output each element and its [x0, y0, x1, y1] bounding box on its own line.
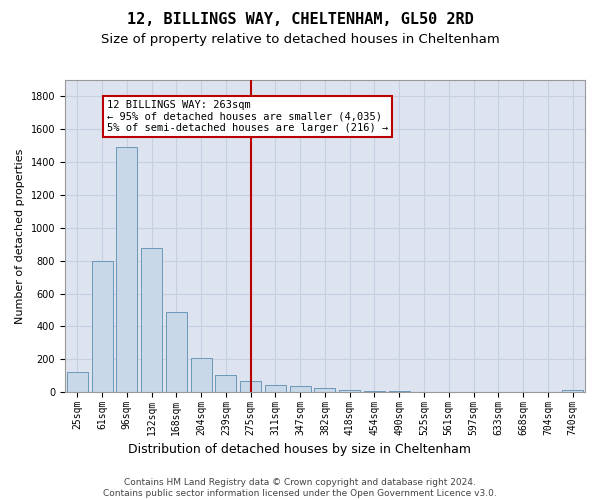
Bar — [562, 390, 583, 392]
Bar — [191, 358, 212, 392]
Bar — [240, 380, 261, 392]
Bar — [116, 148, 137, 392]
Y-axis label: Number of detached properties: Number of detached properties — [15, 148, 25, 324]
Text: Size of property relative to detached houses in Cheltenham: Size of property relative to detached ho… — [101, 32, 499, 46]
Bar — [215, 375, 236, 392]
Bar — [166, 312, 187, 392]
Text: Contains HM Land Registry data © Crown copyright and database right 2024.
Contai: Contains HM Land Registry data © Crown c… — [103, 478, 497, 498]
Bar — [67, 372, 88, 392]
Bar — [314, 388, 335, 392]
Text: Distribution of detached houses by size in Cheltenham: Distribution of detached houses by size … — [128, 442, 472, 456]
Bar — [265, 385, 286, 392]
Bar — [92, 260, 113, 392]
Bar — [290, 386, 311, 392]
Bar — [141, 248, 162, 392]
Text: 12 BILLINGS WAY: 263sqm
← 95% of detached houses are smaller (4,035)
5% of semi-: 12 BILLINGS WAY: 263sqm ← 95% of detache… — [107, 100, 388, 133]
Bar — [364, 391, 385, 392]
Bar — [339, 390, 360, 392]
Text: 12, BILLINGS WAY, CHELTENHAM, GL50 2RD: 12, BILLINGS WAY, CHELTENHAM, GL50 2RD — [127, 12, 473, 28]
